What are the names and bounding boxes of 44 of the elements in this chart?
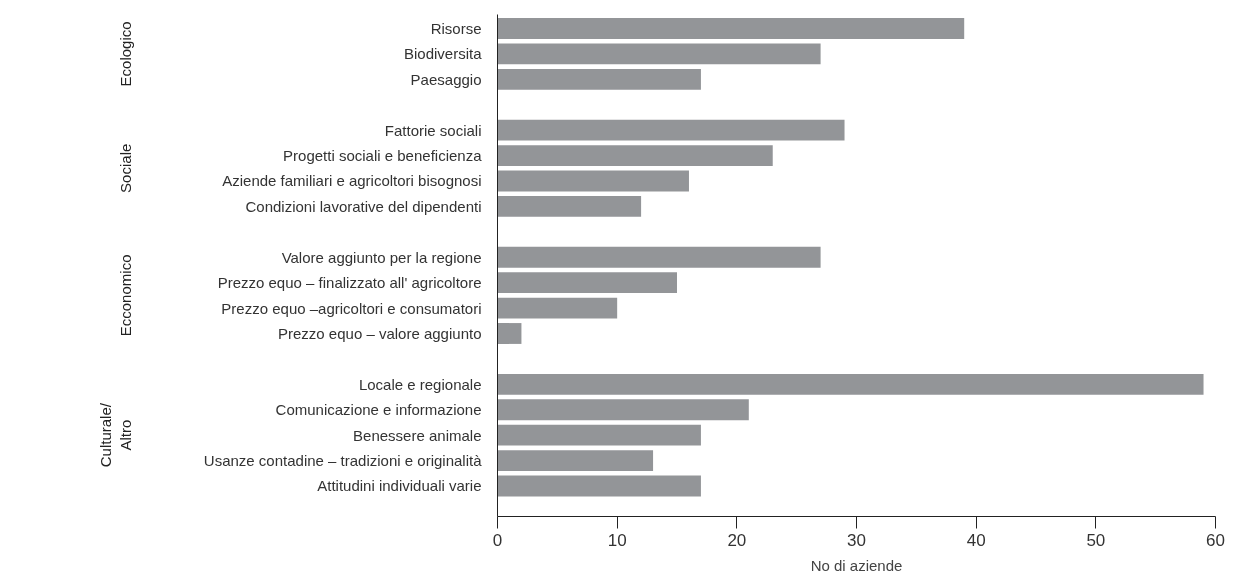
bar — [497, 297, 618, 319]
y-tick-label: Attitudini individuali varie — [317, 477, 482, 495]
y-tick-label: Progetti sociali e beneficienza — [283, 147, 483, 165]
y-tick-label: Biodiversita — [403, 45, 483, 63]
x-tick-label: 0 — [492, 530, 503, 550]
y-tick-label: Locale e regionale — [358, 375, 482, 393]
x-tick-label: 40 — [966, 530, 986, 550]
text: Sociale — [117, 143, 135, 193]
x-tick-label: 50 — [1086, 530, 1106, 550]
text: Ecologico — [117, 21, 135, 87]
x-tick-label: 60 — [1206, 530, 1225, 550]
y-tick-label: Valore aggiunto per la regione — [281, 248, 482, 266]
bar — [497, 119, 845, 141]
bar — [497, 43, 821, 65]
y-tick-label: Benessere animale — [353, 426, 482, 444]
y-tick-label: Prezzo equo – finalizzato all' agricoltore — [217, 274, 482, 292]
x-tick-label: 20 — [727, 530, 747, 550]
y-tick-label: Usanze contadine – tradizioni e originalità — [203, 452, 483, 470]
bar — [497, 450, 654, 471]
bar — [497, 18, 965, 39]
bar — [497, 246, 821, 268]
text: Ecconomico — [117, 254, 135, 337]
text: Culturale/ Altro — [97, 402, 135, 468]
y-tick-label: Aziende familiari e agricoltori bisognosi — [222, 172, 482, 190]
y-tick-label: Paesaggio — [410, 70, 482, 88]
bar — [497, 475, 701, 497]
x-tick-label: 10 — [607, 530, 627, 550]
bar — [497, 68, 701, 90]
bar — [497, 399, 749, 421]
bar — [497, 272, 677, 294]
y-tick-label: Risorse — [430, 19, 482, 37]
y-tick-label: Prezzo equo – valore aggiunto — [278, 324, 482, 342]
bar — [497, 424, 701, 446]
y-tick-label: Prezzo equo –agricoltori e consumatori — [221, 299, 482, 317]
bar — [497, 373, 1204, 395]
bar — [497, 323, 522, 344]
bar — [497, 195, 642, 217]
x-axis-title: No di aziende — [810, 556, 903, 574]
x-tick-label: 30 — [847, 530, 866, 550]
y-tick-label: Comunicazione e informazione — [275, 401, 482, 419]
bar — [497, 145, 773, 166]
bar — [497, 170, 689, 192]
y-tick-label: Fattorie sociali — [384, 121, 482, 139]
y-tick-label: Condizioni lavorative del dipendenti — [245, 197, 482, 215]
